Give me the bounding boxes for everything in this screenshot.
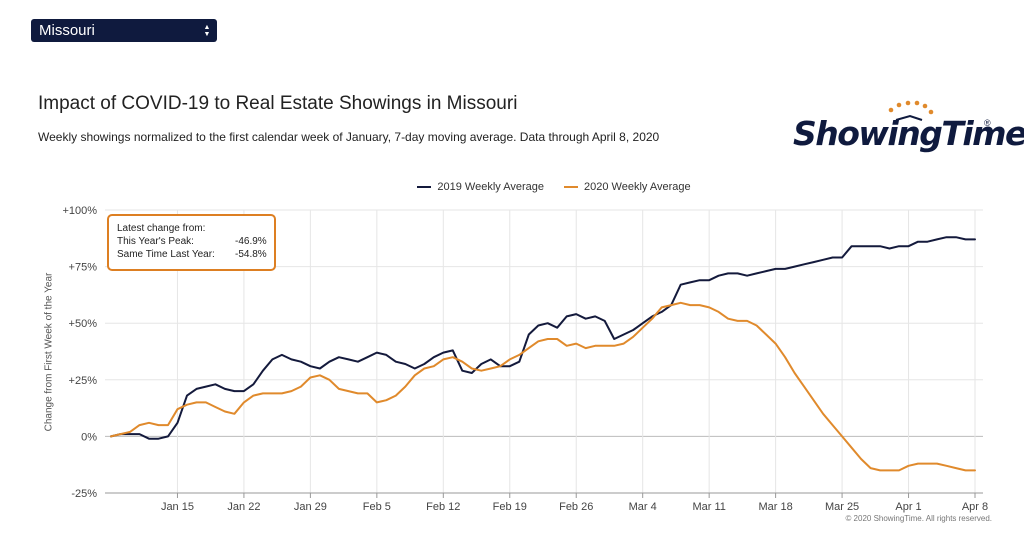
legend-item-2019[interactable]: 2019 Weekly Average xyxy=(417,179,544,195)
y-tick-label: +75% xyxy=(69,262,98,274)
x-tick-label: Jan 29 xyxy=(294,501,327,513)
chart-title: Impact of COVID-19 to Real Estate Showin… xyxy=(38,93,518,114)
y-tick-label: +25% xyxy=(69,375,98,387)
x-tick-label: Jan 15 xyxy=(161,501,194,513)
x-tick-label: Feb 19 xyxy=(493,501,527,513)
showingtime-logo: ShowingTime ® xyxy=(788,98,1024,162)
legend-swatch-2020 xyxy=(564,186,578,188)
x-tick-label: Feb 12 xyxy=(426,501,460,513)
x-tick-label: Mar 11 xyxy=(692,501,725,513)
tooltip-last-year-row: Same Time Last Year: -54.8% xyxy=(117,248,274,261)
select-arrows-icon: ▲ ▼ xyxy=(203,23,211,38)
series-line-2020[interactable] xyxy=(110,301,976,472)
x-tick-label: Jan 22 xyxy=(227,501,260,513)
tooltip-peak-label: This Year's Peak: xyxy=(117,236,194,247)
legend-label-2020: 2020 Weekly Average xyxy=(584,181,691,193)
latest-change-tooltip: Latest change from: This Year's Peak: -4… xyxy=(107,214,276,271)
logo-arc-dots-icon xyxy=(888,100,934,121)
legend-label-2019: 2019 Weekly Average xyxy=(437,181,544,193)
tooltip-last-year-value: -54.8% xyxy=(235,249,267,260)
axis-layer: -25% 0% +25% +50% +75% +100% Jan 15 Jan 22 Jan 2… xyxy=(62,205,988,513)
state-select-value: Missouri xyxy=(39,22,95,39)
tooltip-peak-row: This Year's Peak: -46.9% xyxy=(117,235,274,248)
x-tick-label: Feb 5 xyxy=(363,501,391,513)
y-tick-label: 0% xyxy=(81,431,97,443)
logo-text: ShowingTime xyxy=(793,114,1024,153)
copyright-text: © 2020 ShowingTime. All rights reserved. xyxy=(845,514,992,523)
x-tick-label: Mar 18 xyxy=(758,501,792,513)
legend-item-2020[interactable]: 2020 Weekly Average xyxy=(564,179,691,195)
tooltip-heading: Latest change from: xyxy=(117,223,206,234)
chart-legend: 2019 Weekly Average 2020 Weekly Average xyxy=(0,179,1024,195)
legend-swatch-2019 xyxy=(417,186,432,188)
series-layer xyxy=(110,236,976,472)
y-tick-label: +100% xyxy=(62,205,97,217)
x-tick-label: Apr 8 xyxy=(962,501,988,513)
chart-subtitle: Weekly showings normalized to the first … xyxy=(38,130,660,144)
series-line-2019[interactable] xyxy=(110,236,976,440)
tooltip-peak-value: -46.9% xyxy=(235,236,267,247)
tooltip-last-year-label: Same Time Last Year: xyxy=(117,249,215,260)
x-tick-label: Feb 26 xyxy=(559,501,593,513)
y-tick-label: +50% xyxy=(69,318,98,330)
x-tick-label: Apr 1 xyxy=(895,501,921,513)
state-select[interactable]: Missouri ▲ ▼ xyxy=(31,19,217,42)
x-tick-label: Mar 25 xyxy=(825,501,859,513)
x-tick-label: Mar 4 xyxy=(629,501,657,513)
logo-registered: ® xyxy=(984,118,991,128)
y-tick-label: -25% xyxy=(71,488,97,500)
